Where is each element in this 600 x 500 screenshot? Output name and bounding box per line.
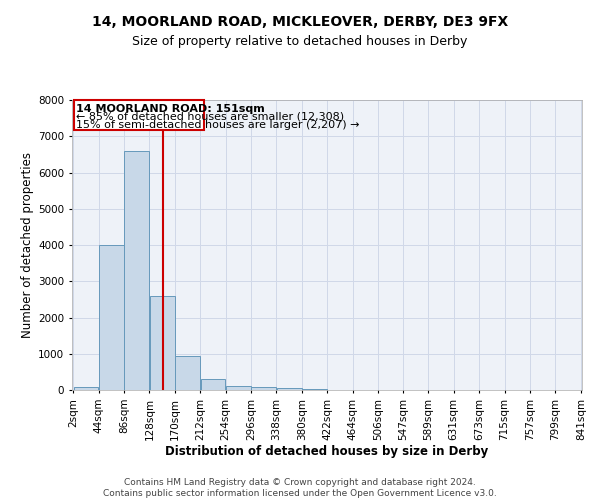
Y-axis label: Number of detached properties: Number of detached properties — [21, 152, 34, 338]
Text: 14, MOORLAND ROAD, MICKLEOVER, DERBY, DE3 9FX: 14, MOORLAND ROAD, MICKLEOVER, DERBY, DE… — [92, 15, 508, 29]
FancyBboxPatch shape — [74, 100, 204, 130]
Text: ← 85% of detached houses are smaller (12,308): ← 85% of detached houses are smaller (12… — [76, 112, 344, 122]
Bar — [124, 151, 149, 390]
Text: Contains HM Land Registry data © Crown copyright and database right 2024.
Contai: Contains HM Land Registry data © Crown c… — [103, 478, 497, 498]
X-axis label: Distribution of detached houses by size in Derby: Distribution of detached houses by size … — [166, 446, 488, 458]
Bar — [226, 386, 251, 390]
Text: 14 MOORLAND ROAD: 151sqm: 14 MOORLAND ROAD: 151sqm — [76, 104, 265, 114]
Bar — [200, 379, 226, 390]
Bar — [99, 245, 124, 390]
Bar — [150, 296, 175, 390]
Bar — [302, 388, 327, 390]
Bar — [277, 388, 302, 390]
Bar — [175, 356, 200, 390]
Text: Size of property relative to detached houses in Derby: Size of property relative to detached ho… — [133, 35, 467, 48]
Bar — [74, 388, 98, 390]
Bar — [251, 388, 276, 390]
Text: 15% of semi-detached houses are larger (2,207) →: 15% of semi-detached houses are larger (… — [76, 120, 360, 130]
